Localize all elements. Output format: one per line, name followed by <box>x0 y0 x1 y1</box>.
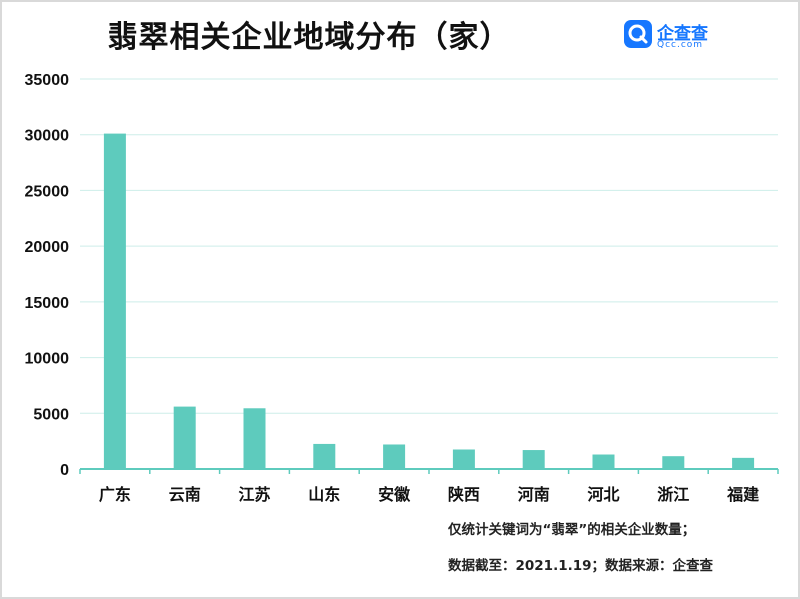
y-tick-label: 20000 <box>25 239 70 256</box>
bar <box>103 133 126 469</box>
x-tick-label: 广东 <box>99 485 131 504</box>
x-tick-label: 陕西 <box>448 485 480 504</box>
bar <box>313 443 336 469</box>
x-tick-label: 浙江 <box>657 485 689 504</box>
y-tick-label: 0 <box>60 462 69 479</box>
x-tick-label: 安徽 <box>378 485 411 504</box>
x-tick-label: 福建 <box>726 485 759 504</box>
x-tick-label: 山东 <box>308 485 340 504</box>
y-tick-label: 15000 <box>25 295 70 312</box>
qcc-logo-icon <box>624 20 652 48</box>
bar <box>592 454 615 469</box>
qcc-logo: 企查查 Qcc.com <box>624 20 724 56</box>
footnote-scope: 仅统计关键词为“翡翠”的相关企业数量； <box>448 522 696 538</box>
x-tick-label: 河北 <box>587 485 619 504</box>
bar <box>452 449 475 469</box>
bar <box>173 406 196 469</box>
bar <box>243 408 266 469</box>
y-tick-label: 10000 <box>25 351 70 368</box>
bar <box>662 456 685 469</box>
logo-name: 企查查 <box>657 24 708 44</box>
y-tick-label: 25000 <box>25 183 70 200</box>
footnote-source: 数据截至：2021.1.19；数据来源：企查查 <box>448 558 714 574</box>
x-tick-label: 河南 <box>518 485 550 504</box>
bar <box>383 444 406 469</box>
x-tick-label: 云南 <box>169 485 201 504</box>
bar <box>732 457 755 469</box>
x-tick-label: 江苏 <box>238 485 270 504</box>
bar <box>522 450 545 469</box>
chart-title: 翡翠相关企业地域分布（家） <box>107 20 511 55</box>
logo-domain: Qcc.com <box>657 40 704 50</box>
y-tick-label: 30000 <box>25 128 70 145</box>
y-tick-label: 5000 <box>33 406 69 423</box>
y-tick-label: 35000 <box>25 72 70 89</box>
